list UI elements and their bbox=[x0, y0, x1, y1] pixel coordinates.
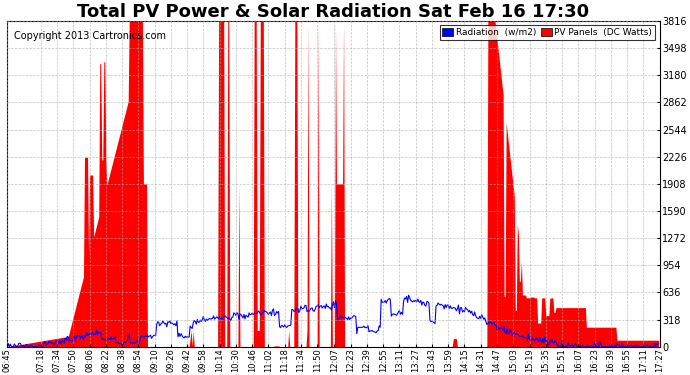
Title: Total PV Power & Solar Radiation Sat Feb 16 17:30: Total PV Power & Solar Radiation Sat Feb… bbox=[77, 3, 589, 21]
Legend: Radiation  (w/m2), PV Panels  (DC Watts): Radiation (w/m2), PV Panels (DC Watts) bbox=[440, 26, 655, 40]
Text: Copyright 2013 Cartronics.com: Copyright 2013 Cartronics.com bbox=[14, 31, 166, 41]
